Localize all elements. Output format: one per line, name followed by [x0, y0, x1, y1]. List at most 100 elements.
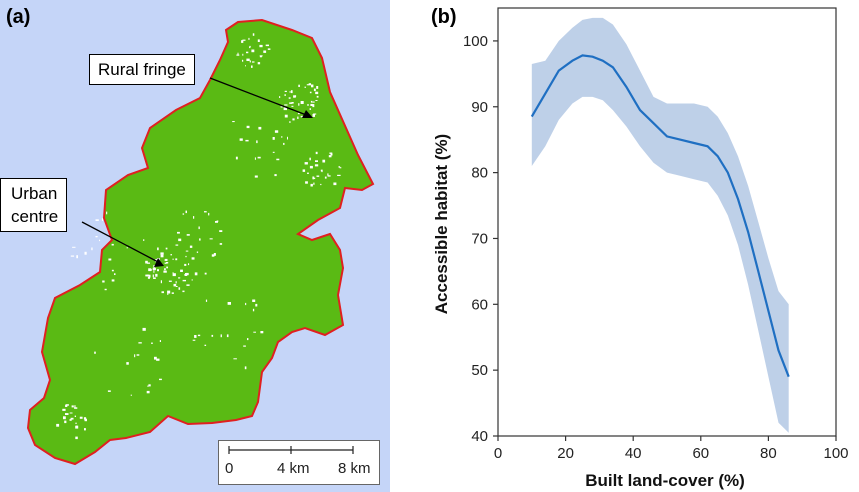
built-up-patch — [192, 339, 196, 341]
built-up-patch — [107, 390, 111, 392]
y-axis-title: Accessible habitat (%) — [432, 134, 451, 314]
built-up-patch — [167, 290, 171, 294]
built-up-patch — [148, 274, 151, 278]
built-up-patch — [178, 287, 181, 290]
built-up-patch — [257, 62, 261, 65]
built-up-patch — [289, 91, 291, 93]
y-tick-label: 70 — [471, 230, 488, 247]
built-up-patch — [168, 280, 172, 282]
built-up-patch — [313, 182, 315, 185]
built-up-patch — [312, 101, 315, 103]
built-up-patch — [175, 258, 178, 261]
built-up-patch — [251, 65, 253, 68]
built-up-patch — [153, 270, 155, 273]
built-up-patch — [306, 84, 310, 86]
built-up-patch — [256, 140, 258, 144]
built-up-patch — [315, 160, 318, 162]
built-up-patch — [292, 118, 295, 121]
built-up-patch — [84, 418, 87, 422]
built-up-patch — [338, 166, 341, 168]
built-up-patch — [320, 183, 322, 186]
scale-tick-4km: 4 km — [277, 460, 310, 477]
built-up-patch — [155, 273, 158, 277]
built-up-patch — [71, 405, 74, 408]
y-tick-label: 40 — [471, 428, 488, 445]
built-up-patch — [182, 290, 185, 293]
built-up-patch — [160, 254, 164, 258]
built-up-patch — [63, 416, 66, 420]
scale-bar-svg: 0 4 km 8 km — [225, 446, 371, 477]
built-up-patch — [164, 268, 166, 271]
built-up-patch — [155, 259, 158, 262]
built-up-patch — [267, 48, 271, 50]
built-up-speckles — [56, 33, 342, 440]
built-up-patch — [185, 250, 189, 252]
built-up-patch — [322, 159, 326, 163]
built-up-patch — [76, 255, 78, 259]
urban-centre-arrow — [81, 221, 161, 264]
built-up-patch — [291, 102, 294, 104]
built-up-patch — [246, 58, 250, 61]
built-up-patch — [167, 293, 169, 295]
built-up-patch — [289, 102, 293, 104]
built-up-patch — [245, 65, 246, 67]
built-up-patch — [310, 100, 313, 103]
built-up-patch — [111, 243, 114, 246]
built-up-patch — [159, 340, 161, 342]
built-up-patch — [159, 378, 162, 381]
built-up-patch — [153, 265, 155, 268]
built-up-patch — [258, 126, 262, 130]
built-up-patch — [146, 390, 150, 394]
built-up-patch — [260, 331, 264, 334]
built-up-patch — [291, 105, 294, 107]
built-up-patch — [257, 156, 261, 159]
built-up-patch — [157, 269, 159, 272]
built-up-patch — [213, 253, 216, 256]
built-up-patch — [315, 151, 318, 155]
built-up-patch — [324, 176, 327, 179]
built-up-patch — [145, 260, 148, 264]
built-up-patch — [289, 121, 291, 123]
map-panel: (a) Rural fringe Urban centre 0 4 km 8 k… — [0, 0, 390, 492]
built-up-patch — [246, 51, 249, 54]
rural-fringe-arrow — [209, 77, 310, 117]
built-up-patch — [138, 342, 142, 344]
built-up-patch — [242, 39, 246, 41]
built-up-patch — [62, 408, 66, 411]
built-up-patch — [72, 246, 76, 248]
built-up-patch — [253, 331, 256, 333]
built-up-patch — [307, 104, 309, 106]
built-up-patch — [316, 86, 319, 89]
built-up-patch — [186, 284, 190, 286]
built-up-patch — [189, 245, 193, 248]
mean-line — [530, 54, 790, 378]
built-up-patch — [252, 299, 256, 302]
built-up-patch — [94, 351, 96, 354]
built-up-patch — [150, 269, 152, 271]
built-up-patch — [199, 238, 201, 241]
built-up-patch — [309, 91, 312, 94]
built-up-patch — [156, 358, 160, 361]
built-up-patch — [333, 182, 337, 186]
built-up-patch — [165, 247, 168, 250]
built-up-patch — [65, 404, 69, 406]
built-up-patch — [204, 272, 207, 275]
built-up-patch — [101, 218, 103, 221]
built-up-patch — [146, 262, 150, 264]
built-up-patch — [172, 273, 176, 277]
built-up-patch — [243, 345, 246, 347]
city-boundary-land — [26, 18, 375, 466]
accessible-habitat-chart: 0 20 40 60 80 100 40 50 60 70 80 90 100 Built land-c… — [432, 7, 849, 490]
built-up-patch — [106, 211, 108, 215]
built-up-patch — [191, 257, 195, 260]
built-up-patch — [205, 299, 208, 302]
built-up-patch — [182, 213, 185, 215]
built-up-patch — [215, 221, 218, 223]
built-up-patch — [184, 263, 187, 266]
built-up-patch — [236, 54, 240, 56]
panel-label-a: (a) — [6, 6, 31, 28]
built-up-patch — [252, 308, 255, 312]
urban-centre-callout: Urban centre — [0, 178, 68, 232]
built-up-patch — [134, 354, 136, 358]
built-up-patch — [178, 238, 182, 242]
